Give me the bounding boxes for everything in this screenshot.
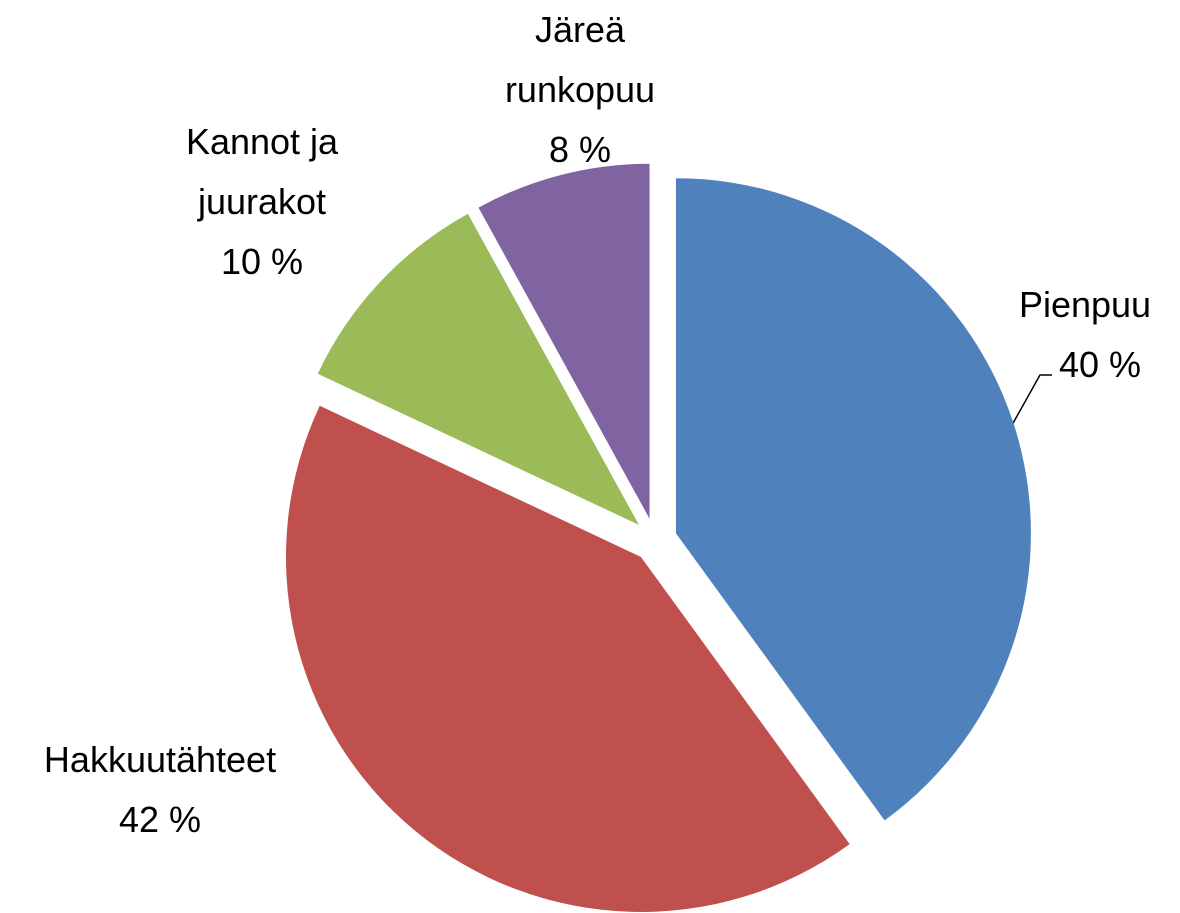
- slice-label: Pienpuu 40 %: [985, 275, 1180, 395]
- slice-label: Hakkuutähteet 42 %: [0, 730, 360, 850]
- pie-slice: [285, 405, 850, 912]
- pie-slice: [478, 163, 650, 519]
- category-label: Pienpuu: [1018, 284, 1152, 325]
- pie-slice: [317, 213, 639, 525]
- slice-label: Järeä runkopuu 8 %: [480, 0, 680, 180]
- category-label: Järeä runkopuu: [504, 9, 656, 110]
- value-label: 42 %: [118, 799, 202, 840]
- leader-line: [1011, 374, 1052, 426]
- value-label: 8 %: [548, 129, 612, 170]
- slice-label: Kannot ja juurakot 10 %: [162, 112, 362, 292]
- category-label: Hakkuutähteet: [43, 739, 277, 780]
- value-label: 10 %: [220, 241, 304, 282]
- value-label: 40 %: [1058, 344, 1142, 385]
- category-label: Kannot ja juurakot: [185, 121, 339, 222]
- pie-slice: [675, 178, 1031, 821]
